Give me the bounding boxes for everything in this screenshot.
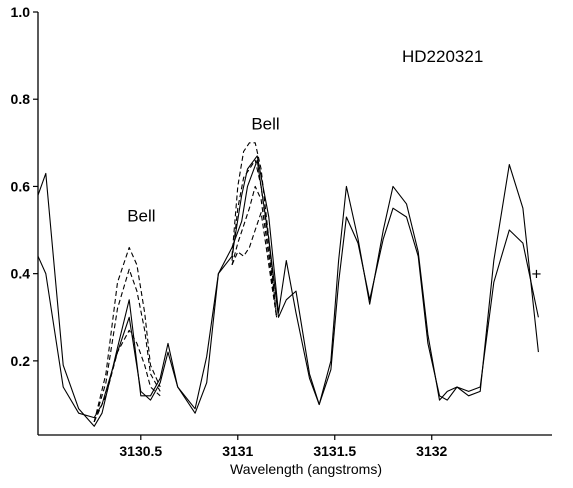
dashed-series-line-4 bbox=[93, 268, 161, 423]
x-axis-title: Wavelength (angstroms) bbox=[230, 461, 382, 477]
x-tick-label: 3131 bbox=[222, 443, 253, 459]
solid-series-line-1 bbox=[37, 159, 539, 419]
dashed-series-line-9 bbox=[231, 212, 278, 318]
y-tick-label: 0.6 bbox=[11, 178, 31, 194]
dashed-series-line-5 bbox=[93, 329, 161, 423]
annotation-layer: Bell Bell bbox=[127, 115, 279, 226]
solid-series-line-2 bbox=[37, 155, 539, 427]
y-tick-label: 0.8 bbox=[11, 91, 31, 107]
bell-annotation-2: Bell bbox=[251, 115, 279, 134]
dashed-series-line-8 bbox=[231, 185, 278, 318]
dashed-series-line-7 bbox=[231, 159, 278, 318]
y-tick-label: 0.2 bbox=[11, 353, 31, 369]
x-tick-label: 3131.5 bbox=[313, 443, 356, 459]
plus-marker-1: + bbox=[532, 265, 542, 284]
dashed-series-line-6 bbox=[231, 142, 278, 318]
series-layer bbox=[37, 142, 539, 427]
marker-layer: + bbox=[532, 265, 542, 284]
bell-annotation-1: Bell bbox=[127, 206, 155, 225]
x-tick-label: 3132 bbox=[416, 443, 447, 459]
y-tick-label: 0.4 bbox=[11, 266, 31, 282]
chart-title: HD220321 bbox=[402, 47, 483, 66]
tick-marks bbox=[33, 11, 433, 440]
dashed-series-line-3 bbox=[93, 246, 161, 423]
tick-labels: 0.2 0.4 0.6 0.8 1.0 3130.5 3131 3131.5 3132 bbox=[11, 4, 448, 459]
y-tick-label: 1.0 bbox=[11, 4, 31, 20]
x-tick-label: 3130.5 bbox=[119, 443, 162, 459]
axes bbox=[37, 12, 552, 436]
